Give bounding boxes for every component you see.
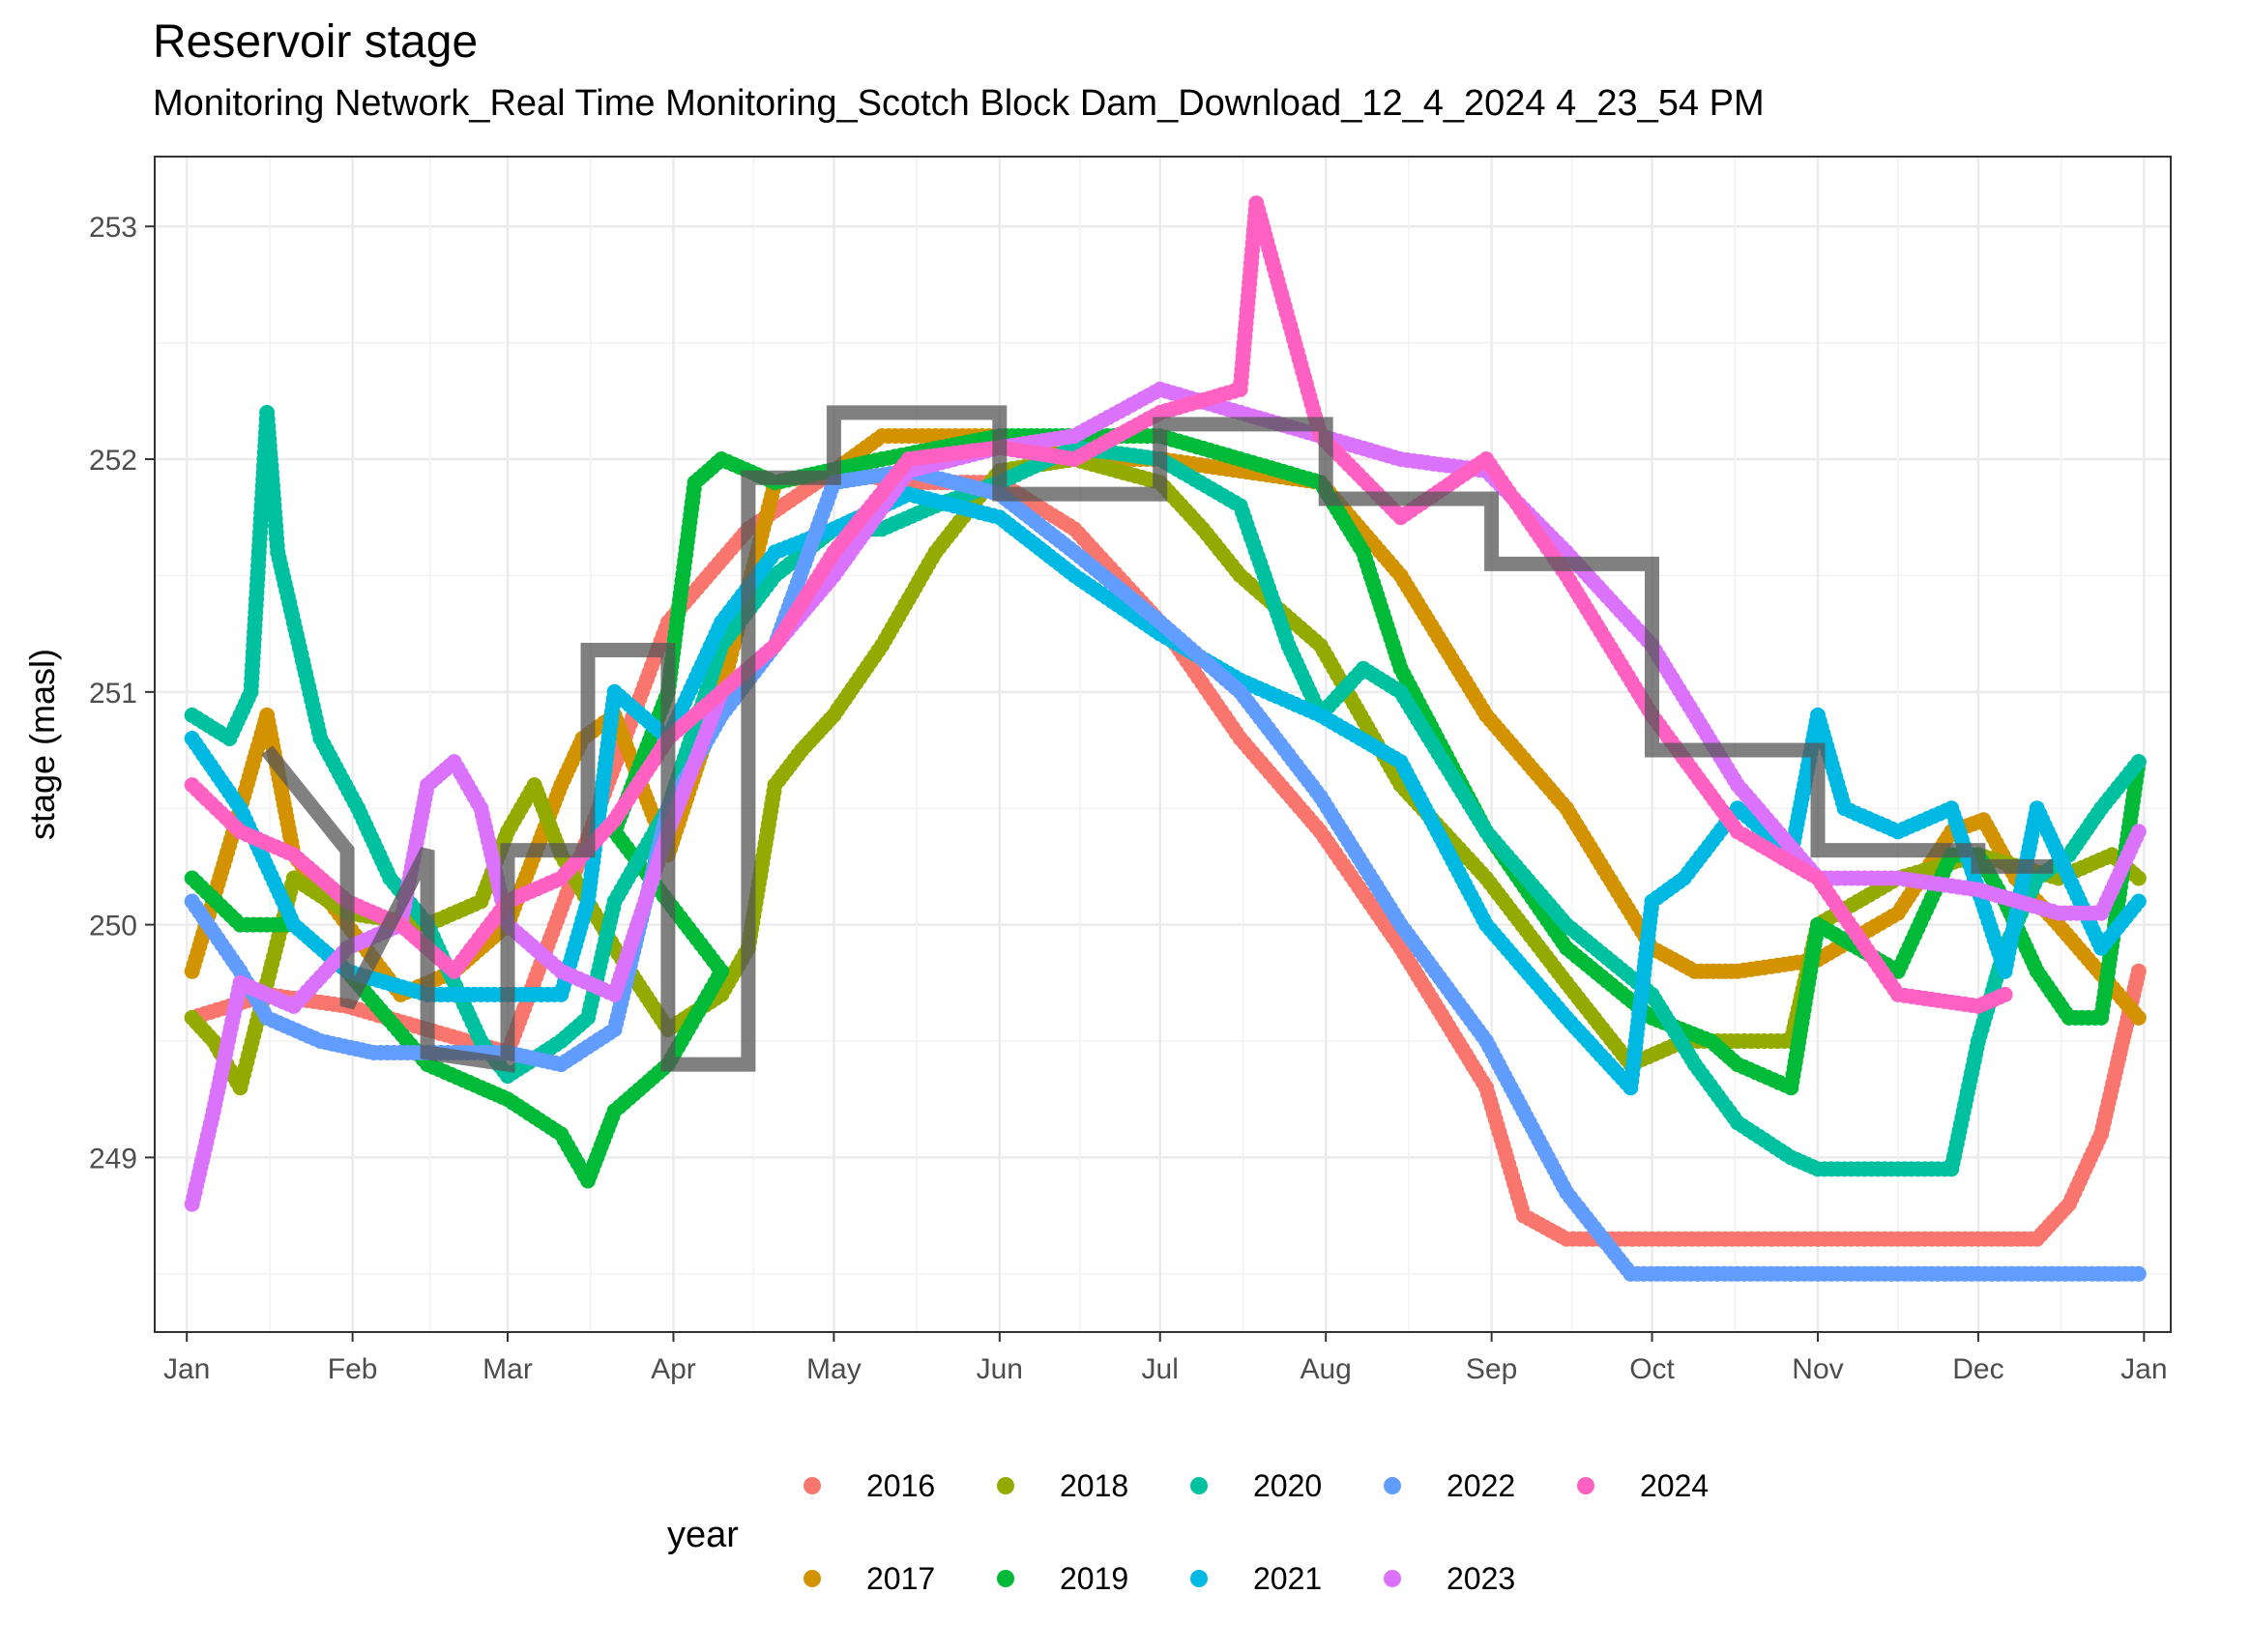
x-tick-label: Feb xyxy=(328,1353,378,1385)
legend-label: 2017 xyxy=(866,1561,935,1596)
x-tick-label: Jan xyxy=(2120,1353,2167,1385)
series-2018 xyxy=(184,451,2147,1096)
data-point xyxy=(2130,1265,2147,1282)
legend-item-2023: 2023 xyxy=(1384,1561,1515,1596)
panel-border xyxy=(154,156,2172,1333)
data-point xyxy=(2130,963,2147,979)
data-point xyxy=(2130,893,2147,910)
legend-label: 2021 xyxy=(1253,1561,1322,1596)
legend-key xyxy=(997,1477,1014,1494)
data-point xyxy=(2130,824,2147,840)
y-tick-label: 251 xyxy=(89,678,137,710)
y-tick-label: 252 xyxy=(89,445,137,477)
legend-key xyxy=(1190,1570,1208,1587)
grid-lines xyxy=(155,157,2171,1332)
x-tick-label: Dec xyxy=(1952,1353,2003,1385)
legend-label: 2020 xyxy=(1253,1468,1322,1503)
legend-key xyxy=(1384,1477,1401,1494)
legend-item-2018: 2018 xyxy=(997,1468,1128,1503)
legend-key xyxy=(997,1570,1014,1587)
legend-item-2019: 2019 xyxy=(997,1561,1128,1596)
x-tick-label: Nov xyxy=(1792,1353,1843,1385)
x-tick-label: May xyxy=(806,1353,862,1385)
y-tick-label: 253 xyxy=(89,212,137,244)
legend-key xyxy=(1190,1477,1208,1494)
legend-key xyxy=(804,1477,821,1494)
legend-item-2020: 2020 xyxy=(1190,1468,1322,1503)
legend-item-2024: 2024 xyxy=(1577,1468,1709,1503)
legend-item-2017: 2017 xyxy=(804,1561,935,1596)
legend-label: 2024 xyxy=(1640,1468,1709,1503)
legend-label: 2023 xyxy=(1447,1561,1515,1596)
x-tick-label: Mar xyxy=(482,1353,533,1385)
x-tick-label: Apr xyxy=(651,1353,696,1385)
series-2020 xyxy=(184,404,2147,1177)
x-tick-label: Jan xyxy=(163,1353,210,1385)
data-point xyxy=(2130,870,2147,886)
x-tick-label: Jul xyxy=(1142,1353,1179,1385)
series-2024 xyxy=(184,195,2013,1014)
axes: 249 250 251 252 253 Jan Feb Mar Apr May Jun Jul Aug S… xyxy=(89,212,2168,1385)
legend-item-2022: 2022 xyxy=(1384,1468,1515,1503)
chart-subtitle: Monitoring Network_Real Time Monitoring_… xyxy=(153,83,1765,124)
x-tick-label: Oct xyxy=(1629,1353,1675,1385)
legend-title: year xyxy=(667,1515,739,1555)
data-point xyxy=(2130,754,2147,770)
legend-label: 2018 xyxy=(1060,1468,1128,1503)
y-axis-label: stage (masl) xyxy=(22,649,62,840)
legend-key xyxy=(1384,1570,1401,1587)
x-tick-label: Sep xyxy=(1466,1353,1517,1385)
legend-label: 2022 xyxy=(1447,1468,1515,1503)
legend-label: 2016 xyxy=(866,1468,935,1503)
legend-key xyxy=(1577,1477,1594,1494)
legend-item-2016: 2016 xyxy=(804,1468,935,1503)
legend: year 2016 2017 2018 2019 2020 2021 2022 2023 2024 xyxy=(667,1468,1709,1596)
chart-title: Reservoir stage xyxy=(153,16,479,68)
data-point xyxy=(1997,986,2013,1002)
y-tick-label: 250 xyxy=(89,911,137,942)
y-tick-label: 249 xyxy=(89,1143,137,1174)
x-tick-label: Jun xyxy=(977,1353,1023,1385)
legend-label: 2019 xyxy=(1060,1561,1128,1596)
legend-key xyxy=(804,1570,821,1587)
data-point xyxy=(2130,1009,2147,1026)
data-points-layer xyxy=(184,195,2147,1282)
legend-item-2021: 2021 xyxy=(1190,1561,1322,1596)
x-tick-label: Aug xyxy=(1300,1353,1351,1385)
